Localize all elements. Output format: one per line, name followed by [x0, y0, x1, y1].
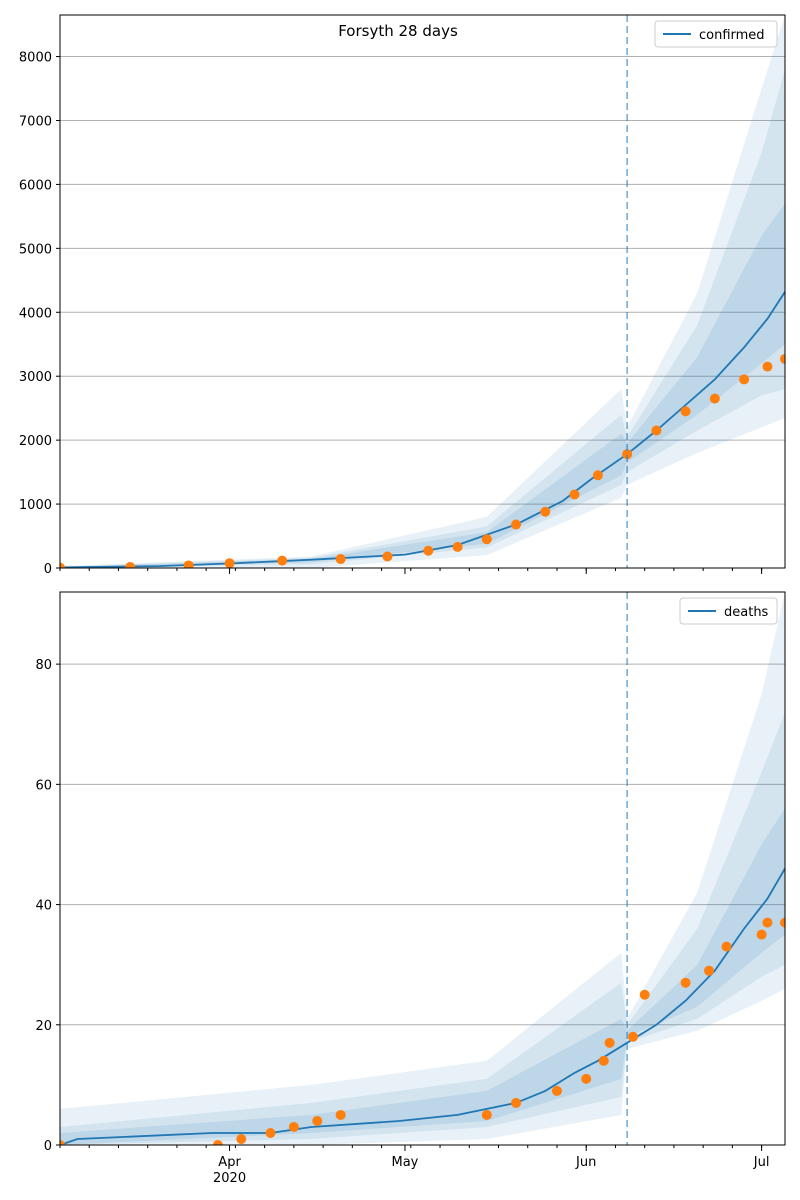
legend-box: [654, 20, 778, 48]
observed-point: [335, 554, 346, 565]
observed-point: [651, 425, 662, 436]
x-tick-label: Apr: [218, 1155, 241, 1170]
observed-point: [739, 374, 750, 385]
observed-point: [551, 1085, 562, 1096]
y-tick-label: 0: [44, 1139, 52, 1154]
observed-point: [622, 449, 633, 460]
band-inner: [60, 203, 785, 568]
observed-point: [312, 1115, 323, 1126]
x-tick-label: Jul: [753, 1155, 770, 1170]
observed-point: [703, 965, 714, 976]
observed-point: [60, 562, 65, 568]
observed-point: [125, 562, 136, 568]
observed-point: [236, 1133, 247, 1144]
observed-point: [780, 917, 785, 928]
y-tick-label: 40: [35, 899, 52, 914]
observed-point: [511, 1097, 522, 1108]
series-line-confirmed: [60, 291, 785, 568]
y-tick-label: 80: [35, 658, 52, 673]
legend: confirmed: [654, 20, 778, 48]
x-year-label: 2020: [213, 1171, 246, 1186]
legend-label: deaths: [724, 605, 769, 620]
observed-point: [511, 519, 522, 530]
observed-point: [423, 545, 434, 556]
observed-point: [212, 1140, 223, 1145]
chart-title: Forsyth 28 days: [338, 22, 458, 40]
band-middle: [60, 712, 785, 1145]
observed-point: [627, 1031, 638, 1042]
y-tick-label: 6000: [19, 178, 52, 193]
y-tick-label: 8000: [19, 51, 52, 66]
band-middle: [60, 69, 785, 568]
observed-point: [224, 558, 235, 568]
legend-box: [679, 597, 778, 625]
observed-point: [382, 551, 393, 562]
y-tick-label: 4000: [19, 306, 52, 321]
observed-point: [592, 470, 603, 481]
observed-point: [680, 406, 691, 417]
observed-point: [680, 977, 691, 988]
y-tick-label: 20: [35, 1019, 52, 1034]
legend-label: confirmed: [699, 28, 765, 43]
y-tick-label: 0: [44, 562, 52, 577]
observed-point: [598, 1055, 609, 1066]
deaths-chart: 0 20 40 60 80 Apr May Jun Jul 2020 deaths: [35, 591, 786, 1186]
observed-point: [288, 1121, 299, 1132]
observed-point: [481, 534, 492, 545]
observed-point: [540, 506, 551, 517]
observed-point: [335, 1109, 346, 1120]
observed-point: [183, 560, 194, 568]
observed-point: [639, 989, 650, 1000]
observed-point: [780, 353, 785, 364]
band-outer: [60, 15, 785, 568]
y-tick-label: 1000: [19, 498, 52, 513]
confirmed-chart: 0 1000 2000 3000 4000 5000 6000 7000 8000 confirm…: [19, 14, 786, 577]
observed-point: [569, 489, 580, 500]
observed-point: [709, 393, 720, 404]
observed-point: [581, 1073, 592, 1084]
observed-point: [277, 555, 288, 566]
observed-point: [756, 929, 767, 940]
y-tick-label: 7000: [19, 114, 52, 129]
axes-frame: [59, 591, 786, 1146]
observed-point: [481, 1109, 492, 1120]
observed-point: [762, 917, 773, 928]
x-tick-label: Jun: [575, 1155, 596, 1170]
observed-point: [452, 541, 463, 552]
y-tick-label: 3000: [19, 370, 52, 385]
observed-point: [762, 361, 773, 372]
legend: deaths: [679, 597, 778, 625]
axes-frame: [59, 14, 786, 569]
y-tick-label: 60: [35, 778, 52, 793]
observed-point: [604, 1037, 615, 1048]
y-tick-label: 2000: [19, 434, 52, 449]
observed-point: [721, 941, 732, 952]
y-tick-label: 5000: [19, 242, 52, 257]
observed-point: [60, 1140, 65, 1145]
observed-point: [265, 1127, 276, 1138]
x-tick-label: May: [392, 1155, 419, 1170]
band-outer: [60, 592, 785, 1145]
